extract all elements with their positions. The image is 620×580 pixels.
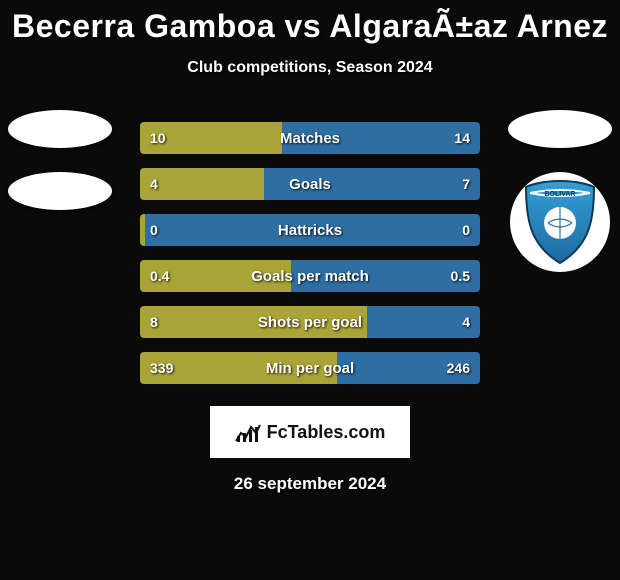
stat-bar-right [145, 214, 480, 246]
stat-row: Goals per match0.40.5 [140, 260, 480, 292]
stat-bar-right [282, 122, 480, 154]
comparison-card: Becerra Gamboa vs AlgaraÃ±az Arnez Club … [0, 0, 620, 580]
stat-bar-left [140, 306, 367, 338]
stat-bar-left [140, 122, 282, 154]
left-player-avatar-placeholder-2 [8, 172, 112, 210]
stat-row: Min per goal339246 [140, 352, 480, 384]
stat-row: Matches1014 [140, 122, 480, 154]
fctables-label: FcTables.com [267, 422, 386, 443]
bolivar-shield-icon: BOLIVAR [522, 179, 598, 265]
date-label: 26 september 2024 [0, 474, 620, 494]
stat-bar-left [140, 352, 337, 384]
left-player-avatar-placeholder-1 [8, 110, 112, 148]
stat-bar-left [140, 260, 291, 292]
right-player-avatar-placeholder [508, 110, 612, 148]
stat-bars: Matches1014 Goals47 Hattricks00 Goals per m… [140, 122, 480, 384]
stat-row: Goals47 [140, 168, 480, 200]
stat-bar-right [291, 260, 480, 292]
footer-block: FcTables.com 26 september 2024 [0, 388, 620, 494]
stat-bar-right [264, 168, 480, 200]
right-player-column: BOLIVAR [500, 110, 620, 272]
subtitle: Club competitions, Season 2024 [0, 59, 620, 77]
fctables-logo-icon [235, 421, 261, 443]
stat-bar-right [337, 352, 480, 384]
stat-row: Hattricks00 [140, 214, 480, 246]
svg-text:BOLIVAR: BOLIVAR [545, 191, 576, 198]
page-title: Becerra Gamboa vs AlgaraÃ±az Arnez [0, 0, 620, 45]
right-player-club-badge: BOLIVAR [510, 172, 610, 272]
stat-bar-left [140, 168, 264, 200]
stat-row: Shots per goal84 [140, 306, 480, 338]
left-player-column [0, 110, 120, 210]
stat-bar-right [367, 306, 480, 338]
fctables-watermark: FcTables.com [210, 406, 410, 458]
